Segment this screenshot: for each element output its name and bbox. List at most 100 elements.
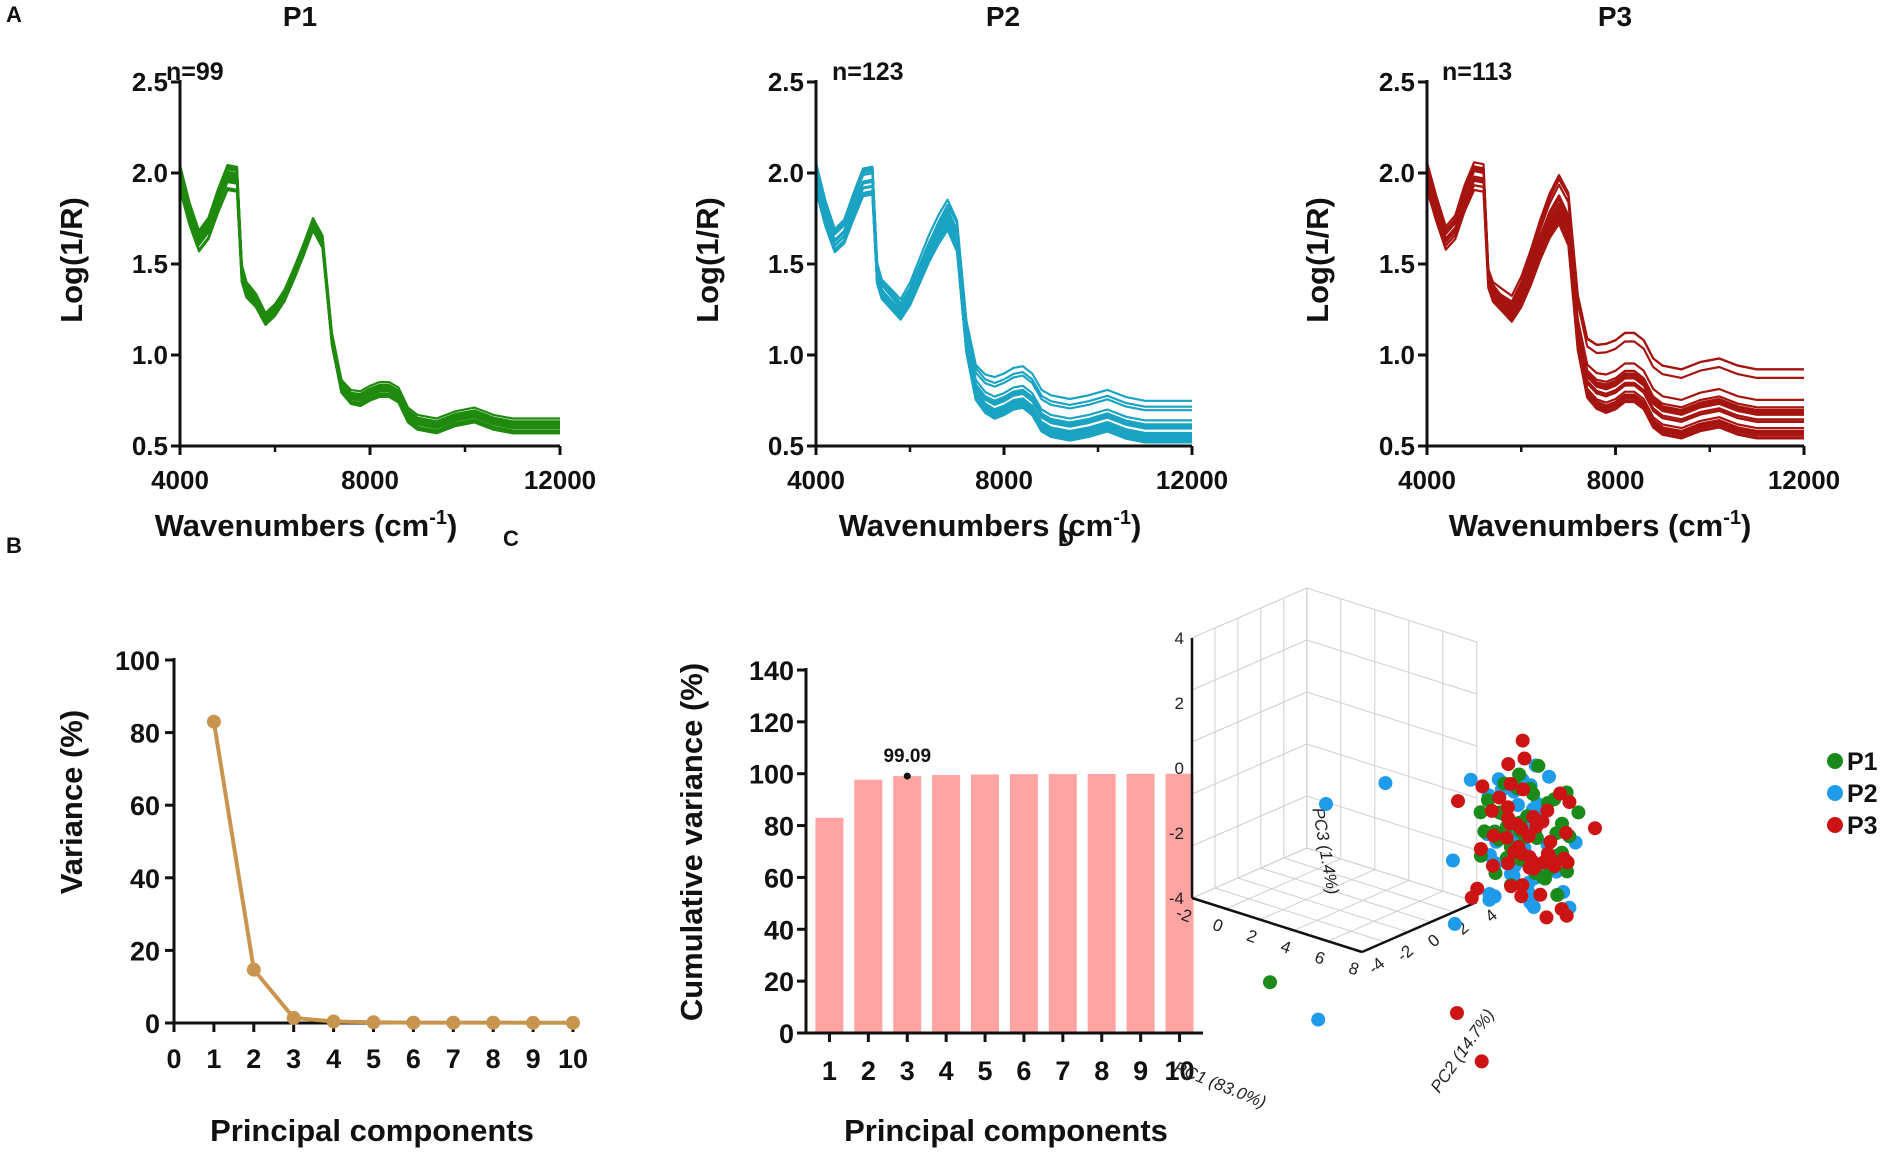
pca-point-p3 <box>1562 795 1577 809</box>
grid-line <box>1191 691 1307 743</box>
pca-point-p3 <box>1559 825 1574 840</box>
annotation-marker <box>903 772 911 780</box>
pca-point-p1 <box>1512 767 1527 782</box>
pca-legend: P1 P2 P3 <box>1827 748 1878 840</box>
variance-point <box>286 1010 301 1025</box>
x-tick-label: 9 <box>526 1044 541 1074</box>
pca-point-p3 <box>1539 910 1554 925</box>
pca-point-p3 <box>1533 887 1548 902</box>
y-tick-label: 1.5 <box>132 249 168 279</box>
y-tick-label: 0.5 <box>132 431 168 461</box>
pca-point-p3 <box>1504 879 1519 894</box>
pca-point-p3 <box>1450 1006 1464 1020</box>
pca-point-p3 <box>1501 757 1516 772</box>
pc1-tick-label: -2 <box>1174 903 1195 926</box>
spectrum-line <box>1425 178 1804 434</box>
pca-point-p3 <box>1535 814 1550 829</box>
spectrum-line <box>814 181 1192 444</box>
cumulative-bar <box>1165 773 1194 1033</box>
x-tick-label: 12000 <box>1768 465 1840 495</box>
cumulative-bar <box>1048 774 1077 1033</box>
cumulative-bar <box>1126 773 1155 1033</box>
grid-line <box>1237 877 1409 933</box>
cumulative-bar <box>932 775 961 1033</box>
x-axis-label-cumulative: Principal components <box>844 1113 1168 1148</box>
pca-point-p3 <box>1514 889 1529 904</box>
spectrum-line <box>814 187 1192 443</box>
pc3-axis-label: PC3 (1.4%) <box>1308 806 1342 896</box>
y-tick-label: 40 <box>764 915 794 945</box>
grid-line <box>1260 867 1431 923</box>
pca-point-p1 <box>1481 793 1495 808</box>
pca-point-p3 <box>1485 803 1499 818</box>
pca-point-p3 <box>1543 834 1558 849</box>
sample-count-p3: n=113 <box>1442 58 1512 86</box>
pca-point-p3 <box>1485 858 1500 873</box>
y-tick-label: 120 <box>749 708 794 738</box>
pc2-axis-label: PC2 (14.7%) <box>1427 1006 1498 1097</box>
y-axis-label-variance: Variance (%) <box>54 710 89 894</box>
x-axis-label-p2: Wavenumbers (cm-1) <box>839 507 1142 543</box>
pca-point-p2 <box>1447 916 1462 931</box>
x-tick-label: 5 <box>978 1056 993 1086</box>
legend-label-p3: P3 <box>1847 812 1878 840</box>
panel-letter-d: D <box>1058 526 1074 551</box>
pc3-tick-label: 0 <box>1175 759 1184 778</box>
y-tick-label: 0 <box>145 1009 160 1039</box>
pca-point-p3 <box>1517 751 1532 766</box>
spectrum-line <box>1425 184 1804 440</box>
x-axis-label-sup-p2: -1 <box>1113 507 1131 529</box>
pca-point-p1 <box>1550 888 1565 902</box>
spectra-plot-p2: P2 n=123 0.5 1.0 1.5 2.0 2.5 4000 8000 12000 Wa… <box>690 1 1228 543</box>
pca-point-p3 <box>1503 777 1518 791</box>
variance-marks <box>206 714 580 1030</box>
y-tick-label: 140 <box>749 656 794 686</box>
variance-point <box>446 1015 461 1030</box>
x-tick-label: 9 <box>1133 1056 1148 1086</box>
grid-line <box>1191 847 1307 899</box>
pca-point-p1 <box>1571 805 1586 820</box>
pca-point-p3 <box>1501 810 1516 825</box>
y-tick-label: 20 <box>764 967 794 997</box>
pca-point-p3 <box>1547 859 1562 873</box>
y-tick-label: 1.5 <box>768 249 804 279</box>
x-axis-label-p1: Wavenumbers (cm-1) <box>155 507 458 543</box>
y-tick-label: 60 <box>130 791 160 821</box>
x-axis-label-sup-p3: -1 <box>1723 507 1741 529</box>
plot-title-p2: P2 <box>986 1 1020 32</box>
pca-3d-points <box>1263 733 1602 1069</box>
spectra-lines-p3 <box>1425 161 1804 440</box>
legend-marker-p3 <box>1827 817 1843 833</box>
sample-count-p2: n=123 <box>832 58 904 86</box>
pca-point-p3 <box>1492 790 1507 805</box>
pca-point-p3 <box>1553 786 1568 801</box>
spectrum-line <box>1425 188 1804 435</box>
pca-point-p3 <box>1560 855 1575 870</box>
spectrum-line <box>814 190 1192 402</box>
axes-p2: 0.5 1.0 1.5 2.0 2.5 4000 8000 12000 <box>768 67 1228 495</box>
plot-title-p1: P1 <box>283 1 317 32</box>
cumulative-bar <box>854 779 883 1033</box>
x-tick-label: 12000 <box>1156 465 1228 495</box>
pca-point-p3 <box>1522 860 1537 875</box>
pca-point-p3 <box>1540 803 1555 818</box>
x-tick-label: 4 <box>939 1056 954 1086</box>
x-tick-label: 12000 <box>524 465 596 495</box>
variance-point <box>566 1015 580 1030</box>
cumulative-bar <box>971 774 999 1033</box>
variance-point <box>486 1015 501 1030</box>
y-tick-label: 100 <box>749 760 794 790</box>
y-tick-label: 0.5 <box>768 431 804 461</box>
y-axis-label-p3: Log(1/R) <box>1300 197 1335 323</box>
pca-point-p3 <box>1500 800 1515 815</box>
legend-label-p2: P2 <box>1847 780 1878 808</box>
x-tick-label: 3 <box>900 1056 915 1086</box>
axes-p1: 0.5 1.0 1.5 2.0 2.5 4000 8000 12000 <box>132 67 596 495</box>
y-tick-label: 2.0 <box>1379 158 1415 188</box>
x-tick-label: 2 <box>246 1044 261 1074</box>
y-tick-label: 2.0 <box>768 158 804 188</box>
variance-point <box>366 1015 381 1030</box>
y-tick-label: 2.5 <box>132 67 168 97</box>
